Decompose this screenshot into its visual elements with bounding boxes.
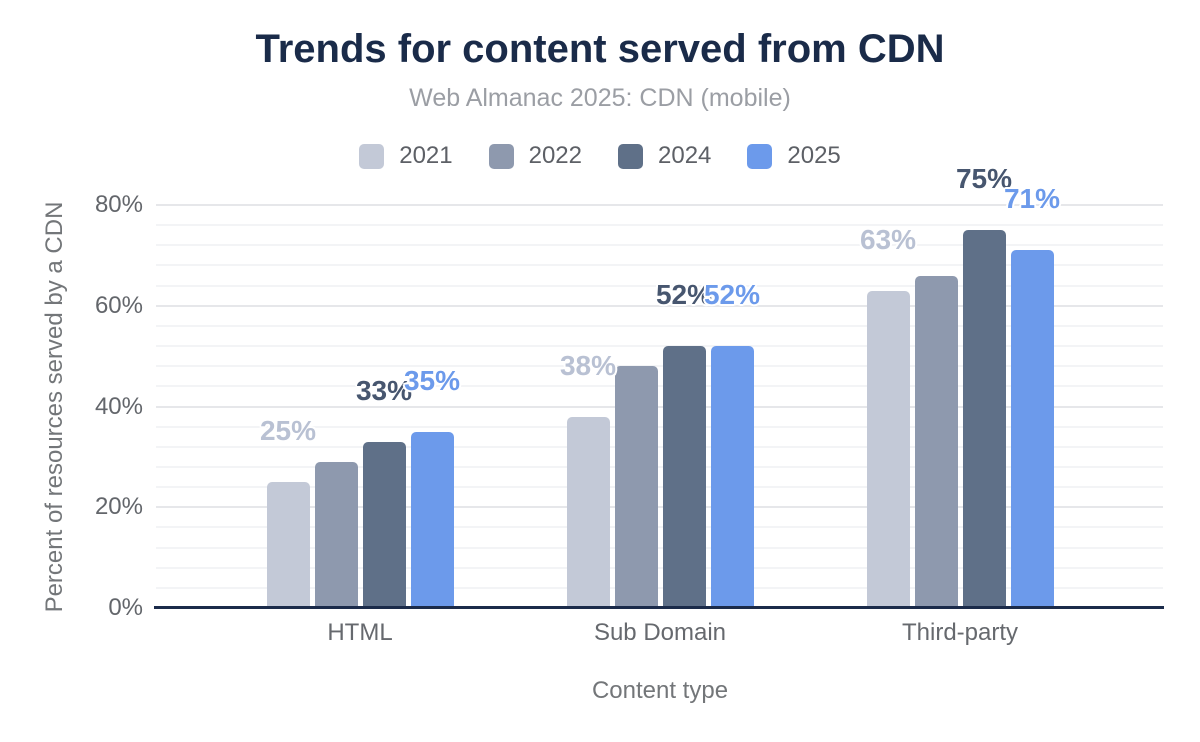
legend-item-2024[interactable]: 2024 [618, 142, 711, 170]
chart-subtitle: Web Almanac 2025: CDN (mobile) [409, 84, 791, 112]
data-label-2024-sub-domain: 52% [655, 279, 713, 310]
legend-item-2021[interactable]: 2021 [359, 142, 453, 170]
gridline-major [156, 406, 1163, 408]
legend-label-2022: 2022 [528, 142, 582, 169]
data-label-2021-third-party: 63% [859, 224, 917, 255]
gridline-minor [156, 264, 1163, 266]
data-label-2024-third-party: 75% [955, 163, 1013, 194]
legend-swatch-2025 [747, 143, 773, 169]
chart-title: Trends for content served from CDN [255, 27, 945, 71]
bar-2021-html[interactable] [266, 482, 310, 608]
y-axis-tick-label: 20% [94, 493, 143, 520]
gridline-minor [156, 426, 1163, 428]
gridline-minor [156, 385, 1163, 387]
bar-2024-sub-domain[interactable] [662, 346, 706, 608]
data-label-2025-sub-domain: 52% [703, 279, 761, 310]
gridline-minor [156, 547, 1163, 549]
bar-2024-html[interactable] [362, 442, 406, 608]
gridline-minor [156, 466, 1163, 468]
data-label-2025-third-party: 71% [1003, 183, 1061, 214]
gridline-minor [156, 587, 1163, 589]
legend-item-2025[interactable]: 2025 [747, 142, 841, 170]
bar-2024-third-party[interactable] [962, 230, 1006, 608]
y-axis-tick-label: 0% [108, 594, 143, 621]
x-axis-line [154, 606, 1164, 609]
gridline-major [156, 204, 1163, 206]
legend-swatch-2022 [488, 143, 514, 169]
gridline-minor [156, 446, 1163, 448]
gridline-major [156, 506, 1163, 508]
legend-label-2021: 2021 [399, 142, 453, 169]
gridline-minor [156, 486, 1163, 488]
data-label-2024-html: 33% [355, 375, 413, 406]
x-axis-title: Content type [591, 677, 729, 704]
data-label-2021-sub-domain: 38% [559, 350, 617, 381]
gridline-minor [156, 325, 1163, 327]
gridline-minor [156, 567, 1163, 569]
legend-swatch-2024 [618, 143, 643, 169]
x-axis-tick-label: HTML [327, 619, 393, 646]
bar-2025-sub-domain[interactable] [710, 346, 754, 608]
gridline-minor [156, 244, 1163, 246]
bar-2022-html[interactable] [314, 462, 358, 608]
y-axis-tick-label: 60% [94, 292, 143, 319]
x-axis-tick-label: Sub Domain [593, 619, 727, 646]
bar-2022-third-party[interactable] [914, 276, 958, 608]
bar-2025-html[interactable] [410, 432, 454, 608]
gridline-minor [156, 365, 1163, 367]
bar-2021-sub-domain[interactable] [566, 417, 610, 608]
x-axis-tick-label: Third-party [901, 619, 1019, 646]
legend-label-2025: 2025 [787, 142, 841, 169]
gridline-minor [156, 285, 1163, 287]
gridline-minor [156, 526, 1163, 528]
legend-item-2022[interactable]: 2022 [488, 142, 582, 170]
bar-2025-third-party[interactable] [1010, 250, 1054, 608]
y-axis-tick-label: 80% [94, 191, 143, 218]
gridline-major [156, 305, 1163, 307]
bar-2022-sub-domain[interactable] [614, 366, 658, 608]
y-axis-tick-label: 40% [94, 393, 143, 420]
gridline-minor [156, 224, 1163, 226]
legend-label-2024: 2024 [658, 142, 712, 169]
data-label-2025-html: 35% [403, 365, 461, 396]
legend-swatch-2021 [359, 143, 385, 169]
legend: 2021 2022 2024 2025 [0, 142, 1200, 170]
gridline-minor [156, 345, 1163, 347]
bar-2021-third-party[interactable] [866, 291, 910, 608]
data-label-2021-html: 25% [259, 415, 317, 446]
